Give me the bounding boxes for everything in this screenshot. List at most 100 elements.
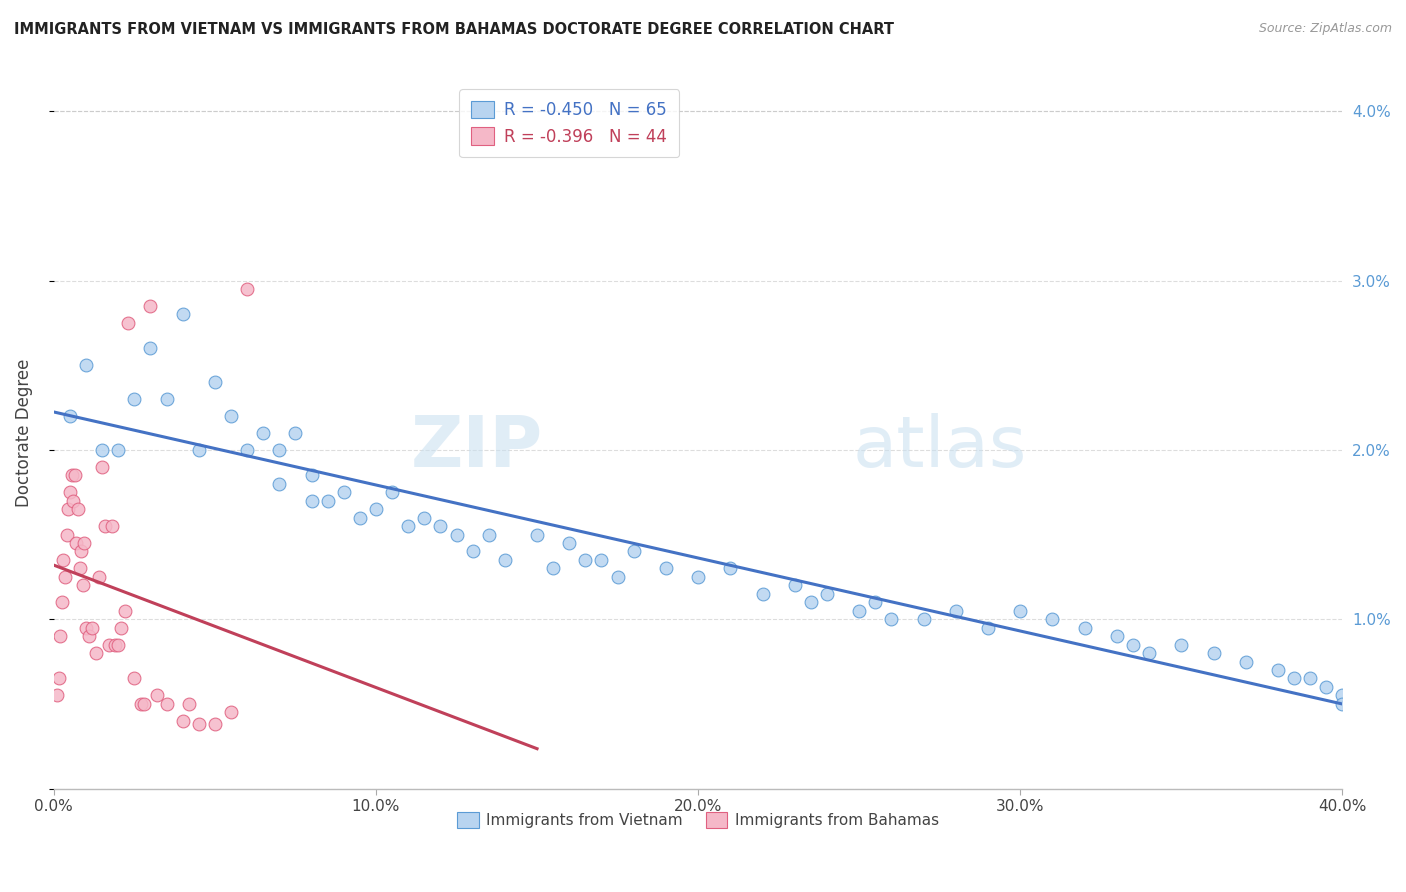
Point <box>132 697 155 711</box>
Point <box>62 493 84 508</box>
Point <box>349 510 371 524</box>
Point <box>1331 697 1354 711</box>
Point <box>494 553 516 567</box>
Point <box>461 544 484 558</box>
Point <box>53 570 76 584</box>
Point <box>236 442 259 457</box>
Point <box>977 621 1000 635</box>
Point <box>591 553 613 567</box>
Legend: Immigrants from Vietnam, Immigrants from Bahamas: Immigrants from Vietnam, Immigrants from… <box>451 806 945 834</box>
Point <box>82 621 104 635</box>
Point <box>77 629 100 643</box>
Point <box>110 621 132 635</box>
Point <box>146 689 169 703</box>
Point <box>101 519 124 533</box>
Point <box>301 493 323 508</box>
Y-axis label: Doctorate Degree: Doctorate Degree <box>15 359 32 508</box>
Point <box>252 425 274 440</box>
Point <box>104 638 127 652</box>
Point <box>107 442 129 457</box>
Text: IMMIGRANTS FROM VIETNAM VS IMMIGRANTS FROM BAHAMAS DOCTORATE DEGREE CORRELATION : IMMIGRANTS FROM VIETNAM VS IMMIGRANTS FR… <box>14 22 894 37</box>
Point <box>60 468 83 483</box>
Point <box>129 697 152 711</box>
Point <box>107 638 129 652</box>
Point <box>73 536 96 550</box>
Point <box>59 409 82 423</box>
Point <box>396 519 419 533</box>
Point <box>59 485 82 500</box>
Point <box>204 717 226 731</box>
Point <box>558 536 581 550</box>
Point <box>187 717 209 731</box>
Point <box>124 392 146 406</box>
Point <box>236 282 259 296</box>
Point <box>117 316 139 330</box>
Text: Source: ZipAtlas.com: Source: ZipAtlas.com <box>1258 22 1392 36</box>
Point <box>84 646 107 660</box>
Point <box>58 502 80 516</box>
Point <box>91 459 114 474</box>
Point <box>688 570 710 584</box>
Point <box>478 527 501 541</box>
Point <box>1073 621 1095 635</box>
Point <box>1202 646 1225 660</box>
Point <box>179 697 201 711</box>
Point <box>172 308 194 322</box>
Point <box>94 519 117 533</box>
Point <box>1315 680 1337 694</box>
Point <box>75 621 97 635</box>
Point <box>800 595 823 609</box>
Point <box>413 510 436 524</box>
Point <box>718 561 741 575</box>
Point <box>49 629 72 643</box>
Point <box>204 375 226 389</box>
Point <box>332 485 354 500</box>
Point <box>865 595 887 609</box>
Point <box>187 442 209 457</box>
Point <box>848 604 870 618</box>
Point <box>55 527 77 541</box>
Point <box>155 697 177 711</box>
Point <box>1122 638 1144 652</box>
Point <box>72 578 94 592</box>
Point <box>1170 638 1192 652</box>
Point <box>526 527 548 541</box>
Point <box>446 527 468 541</box>
Text: ZIP: ZIP <box>411 413 544 482</box>
Point <box>269 476 291 491</box>
Point <box>46 689 69 703</box>
Point <box>655 561 678 575</box>
Point <box>155 392 177 406</box>
Point <box>139 342 162 356</box>
Point <box>1010 604 1032 618</box>
Point <box>51 595 73 609</box>
Point <box>301 468 323 483</box>
Point <box>75 358 97 372</box>
Point <box>70 544 93 558</box>
Point <box>1299 672 1322 686</box>
Text: atlas: atlas <box>853 413 1028 482</box>
Point <box>541 561 564 575</box>
Point <box>1267 663 1289 677</box>
Point <box>880 612 903 626</box>
Point <box>1137 646 1160 660</box>
Point <box>172 714 194 728</box>
Point <box>269 442 291 457</box>
Point <box>751 587 773 601</box>
Point <box>65 536 87 550</box>
Point <box>48 672 70 686</box>
Point <box>623 544 645 558</box>
Point <box>52 553 75 567</box>
Point <box>87 570 110 584</box>
Point <box>219 409 242 423</box>
Point <box>97 638 120 652</box>
Point <box>1282 672 1305 686</box>
Point <box>1105 629 1128 643</box>
Point <box>139 299 162 313</box>
Point <box>574 553 596 567</box>
Point <box>219 706 242 720</box>
Point <box>66 502 89 516</box>
Point <box>912 612 935 626</box>
Point <box>69 561 91 575</box>
Point <box>606 570 628 584</box>
